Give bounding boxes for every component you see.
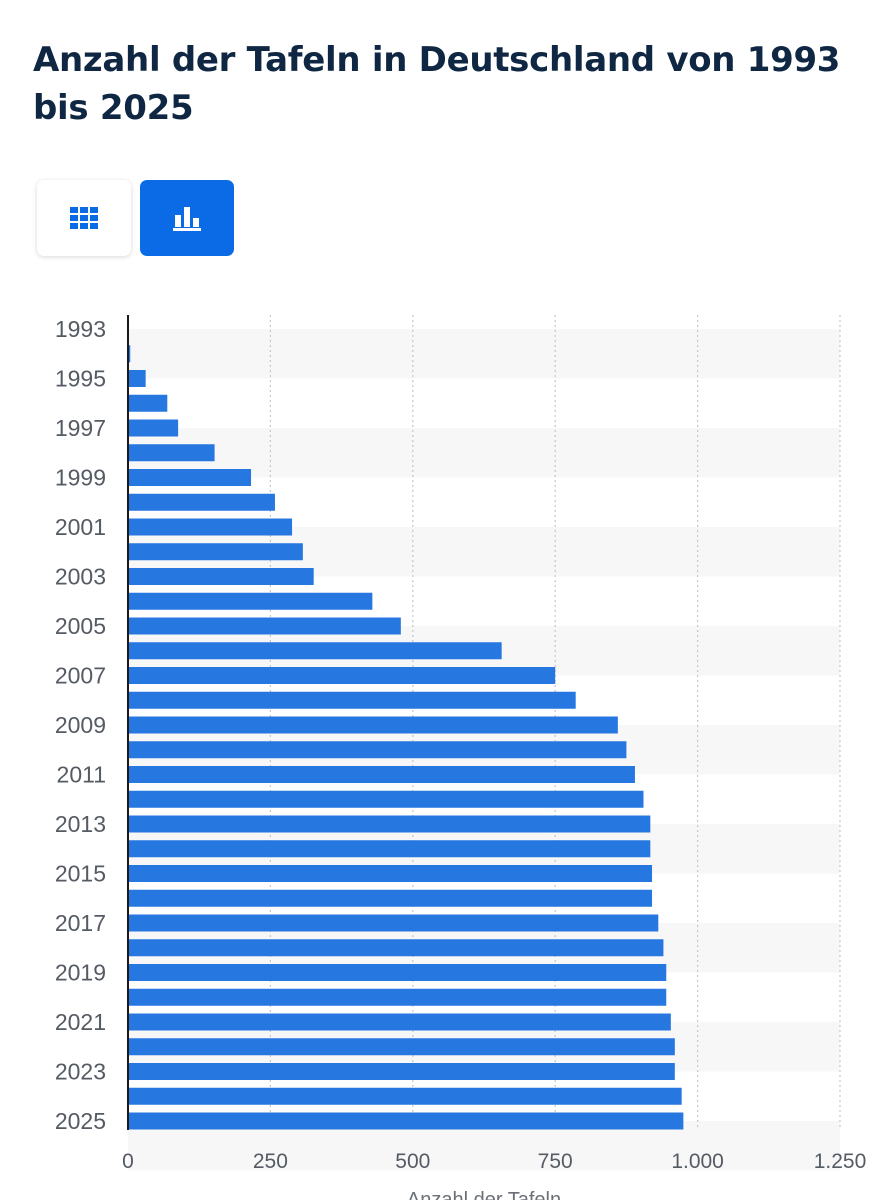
- chart-view-button[interactable]: [140, 180, 234, 256]
- bar-2011[interactable]: [128, 766, 635, 783]
- y-tick-label: 1995: [55, 366, 106, 392]
- x-tick-label: 1.000: [671, 1150, 724, 1173]
- bar-1998[interactable]: [128, 444, 215, 462]
- page-title: Anzahl der Tafeln in Deutschland von 199…: [33, 40, 841, 128]
- bar-2018[interactable]: [128, 939, 664, 957]
- bar-chart-icon: [173, 207, 201, 231]
- y-tick-label: 2021: [55, 1009, 106, 1035]
- bar-2008[interactable]: [128, 691, 576, 709]
- bar-2006[interactable]: [128, 642, 502, 660]
- bar-2025[interactable]: [128, 1112, 684, 1130]
- bar-2020[interactable]: [128, 988, 667, 1006]
- y-tick-label: 2011: [57, 762, 106, 788]
- y-tick-label: 2019: [55, 960, 106, 986]
- y-tick-label: 2015: [55, 861, 106, 887]
- bar-chart: 1993 1995 1997 1999 2001 2003 2005 2007 2009 2011…: [0, 300, 884, 1200]
- bar-2002[interactable]: [128, 543, 303, 561]
- bar-2022[interactable]: [128, 1038, 675, 1056]
- y-tick-label: 2003: [55, 564, 106, 590]
- row-band: [128, 329, 840, 379]
- bar-2000[interactable]: [128, 493, 275, 511]
- bar-2014[interactable]: [128, 840, 651, 858]
- bar-2012[interactable]: [128, 790, 644, 808]
- y-tick-label: 1999: [55, 465, 106, 491]
- bar-2010[interactable]: [128, 741, 627, 759]
- y-tick-label: 2017: [55, 910, 106, 936]
- x-tick-label: 750: [538, 1150, 573, 1173]
- y-tick-label: 2007: [55, 663, 106, 689]
- y-tick-label: 2023: [55, 1059, 106, 1085]
- x-tick-label: 250: [253, 1150, 288, 1173]
- bar-2013[interactable]: [128, 815, 651, 833]
- bar-1997[interactable]: [128, 419, 179, 437]
- bar-2001[interactable]: [128, 518, 293, 536]
- bar-2016[interactable]: [128, 889, 653, 907]
- x-axis-label: Anzahl der Tafeln: [407, 1189, 561, 1200]
- bar-2017[interactable]: [128, 914, 659, 932]
- x-tick-label: 0: [122, 1150, 134, 1173]
- bar-2015[interactable]: [128, 865, 653, 882]
- y-tick-label: 2013: [55, 811, 106, 837]
- x-tick-label: 1.250: [814, 1150, 867, 1173]
- bar-2004[interactable]: [128, 592, 373, 610]
- y-tick-label: 2025: [55, 1108, 106, 1134]
- x-tick-label: 500: [395, 1150, 430, 1173]
- bar-1999[interactable]: [128, 469, 252, 486]
- bar-2007[interactable]: [128, 667, 556, 684]
- y-tick-label: 2001: [55, 514, 106, 540]
- bar-2009[interactable]: [128, 716, 618, 734]
- bar-2019[interactable]: [128, 964, 667, 981]
- y-tick-label: 2009: [55, 712, 106, 738]
- bar-2003[interactable]: [128, 568, 314, 585]
- bar-1994[interactable]: [128, 345, 131, 363]
- grid-icon: [70, 207, 98, 229]
- table-view-button[interactable]: [37, 180, 131, 256]
- y-tick-label: 2005: [55, 613, 106, 639]
- bar-2005[interactable]: [128, 617, 401, 635]
- y-tick-label: 1993: [55, 316, 106, 342]
- y-tick-label: 1997: [55, 415, 106, 441]
- chart-svg: 1993 1995 1997 1999 2001 2003 2005 2007 2009 2011…: [55, 315, 867, 1200]
- bar-2024[interactable]: [128, 1087, 682, 1105]
- bar-2021[interactable]: [128, 1013, 671, 1031]
- bar-1996[interactable]: [128, 394, 168, 412]
- bar-1995[interactable]: [128, 370, 146, 387]
- bar-2023[interactable]: [128, 1063, 675, 1080]
